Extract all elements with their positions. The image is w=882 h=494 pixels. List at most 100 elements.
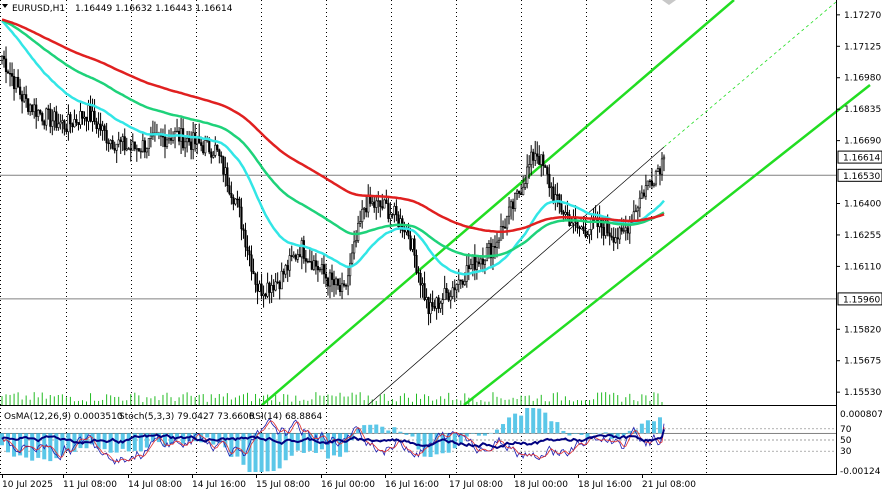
candle-body-181 bbox=[365, 207, 368, 213]
candle-body-28 bbox=[57, 123, 60, 128]
candle-body-105 bbox=[212, 155, 215, 158]
candle-body-121 bbox=[244, 229, 247, 248]
osma-bar-78 bbox=[470, 433, 475, 434]
candle-body-289 bbox=[582, 226, 585, 232]
candle-body-5 bbox=[10, 73, 14, 77]
candle-body-237 bbox=[477, 261, 480, 265]
candle-body-149 bbox=[300, 240, 303, 258]
candle-body-198 bbox=[399, 218, 402, 228]
osma-bar-52 bbox=[313, 433, 318, 453]
candle-body-174 bbox=[351, 252, 354, 264]
candle-body-172 bbox=[346, 275, 350, 287]
candle-body-46 bbox=[93, 110, 96, 122]
candle-body-22 bbox=[45, 108, 48, 126]
candle-body-82 bbox=[165, 139, 169, 147]
candle-body-220 bbox=[443, 288, 446, 301]
candle-body-239 bbox=[481, 258, 485, 265]
osma-bar-104 bbox=[627, 430, 632, 434]
candle-body-84 bbox=[169, 138, 173, 141]
candle-body-56 bbox=[113, 148, 116, 151]
candle-body-191 bbox=[385, 199, 388, 204]
osma-bar-63 bbox=[380, 426, 385, 434]
candle-body-50 bbox=[101, 125, 104, 131]
horizontal-levels bbox=[0, 174, 836, 300]
osma-bar-93 bbox=[561, 430, 566, 434]
candle-body-322 bbox=[648, 180, 652, 183]
candle-body-215 bbox=[433, 306, 436, 309]
osma-bar-33 bbox=[199, 433, 204, 443]
price-tag-1: 1.16530 bbox=[843, 172, 880, 182]
osma-bar-92 bbox=[555, 422, 560, 434]
candle-body-211 bbox=[425, 297, 428, 300]
sub-tick-label-4: -0.00124 bbox=[840, 467, 881, 477]
candle-body-133 bbox=[268, 282, 271, 293]
candle-body-263 bbox=[530, 151, 533, 165]
candle-body-23 bbox=[47, 108, 50, 110]
osma-bar-8 bbox=[48, 433, 53, 462]
osma-bar-67 bbox=[404, 433, 409, 435]
candle-body-154 bbox=[310, 261, 313, 270]
candle-body-171 bbox=[344, 285, 348, 287]
candle-body-249 bbox=[501, 226, 505, 228]
ema-mid-line bbox=[1, 18, 665, 258]
candle-body-247 bbox=[497, 239, 501, 243]
osma-bar-79 bbox=[476, 433, 481, 436]
candle-body-117 bbox=[236, 198, 239, 201]
candle-body-318 bbox=[640, 192, 643, 199]
time-label-1: 11 Jul 08:00 bbox=[63, 480, 117, 490]
candle-body-45 bbox=[91, 110, 94, 122]
channel-mid-extension bbox=[663, 1, 837, 148]
candle-body-142 bbox=[286, 265, 289, 271]
candle-body-40 bbox=[81, 111, 84, 119]
candle-body-185 bbox=[373, 201, 376, 208]
osma-bar-43 bbox=[259, 433, 264, 472]
candle-body-73 bbox=[147, 138, 150, 149]
candle-body-262 bbox=[528, 164, 531, 168]
candle-body-168 bbox=[338, 285, 342, 292]
price-tick-label-1: 1.17125 bbox=[844, 42, 881, 52]
osma-bar-85 bbox=[513, 413, 518, 434]
channel-mid-line bbox=[367, 146, 665, 406]
candle-body-175 bbox=[353, 241, 356, 254]
rsi-line bbox=[1, 429, 665, 450]
candle-body-24 bbox=[49, 108, 52, 127]
osma-bar-90 bbox=[543, 412, 548, 434]
candle-body-273 bbox=[550, 186, 553, 189]
candle-body-29 bbox=[59, 121, 62, 125]
candle-body-107 bbox=[216, 144, 219, 151]
osma-bar-51 bbox=[307, 433, 312, 451]
candle-body-16 bbox=[33, 104, 36, 113]
candle-body-252 bbox=[507, 206, 511, 217]
osma-bar-69 bbox=[416, 433, 421, 450]
candle-body-310 bbox=[624, 227, 627, 232]
candle-body-141 bbox=[284, 265, 287, 275]
candle-body-155 bbox=[312, 260, 315, 270]
candle-body-193 bbox=[389, 214, 392, 219]
candle-body-301 bbox=[606, 220, 609, 234]
candle-body-47 bbox=[95, 121, 98, 130]
candle-body-283 bbox=[570, 222, 573, 227]
candle-body-152 bbox=[306, 260, 309, 263]
price-tags: 1.16614 1.16530 1.15960 bbox=[837, 150, 882, 306]
candle-body-250 bbox=[503, 226, 507, 229]
candle-body-269 bbox=[542, 154, 545, 167]
candle-body-124 bbox=[250, 254, 253, 272]
time-label-2: 14 Jul 08:00 bbox=[128, 480, 182, 490]
candle-body-229 bbox=[461, 280, 464, 285]
candle-body-188 bbox=[379, 200, 382, 207]
candle-body-267 bbox=[538, 155, 541, 165]
candle-body-131 bbox=[264, 293, 267, 297]
scroll-marker-icon[interactable] bbox=[662, 0, 676, 5]
candle-body-186 bbox=[375, 200, 378, 208]
indicator-lines bbox=[1, 417, 665, 465]
candle-body-145 bbox=[292, 254, 295, 257]
candle-body-264 bbox=[532, 151, 535, 161]
candle-body-163 bbox=[328, 272, 332, 287]
collapse-triangle-icon[interactable] bbox=[2, 4, 8, 8]
candle-body-226 bbox=[455, 284, 458, 291]
osma-bar-11 bbox=[66, 433, 71, 451]
candle-body-90 bbox=[181, 128, 185, 149]
candle-body-233 bbox=[469, 264, 472, 270]
osma-bar-83 bbox=[501, 424, 506, 434]
candle-body-140 bbox=[282, 270, 285, 275]
